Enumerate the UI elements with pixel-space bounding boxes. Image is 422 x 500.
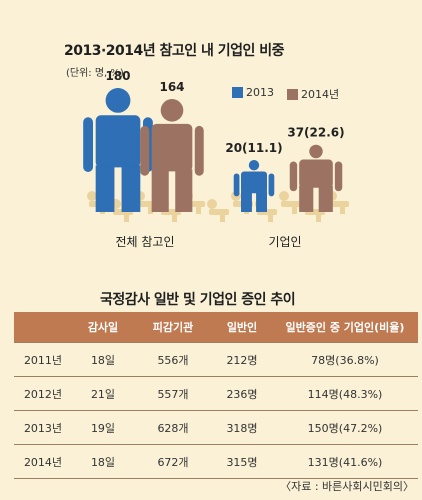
value-label: 164 (159, 80, 184, 94)
cell-general-witnesses: 318명 (212, 410, 272, 445)
legend-swatch-2013 (232, 87, 243, 98)
cell-business-witnesses: 78명(36.8%) (272, 342, 418, 377)
header-business-witnesses: 일반증인 중 기업인(비율) (272, 312, 418, 343)
header-audited-agencies: 피감기관 (134, 312, 212, 343)
legend-item-2013: 2013 (232, 86, 274, 99)
cell-year: 2012년 (14, 376, 72, 411)
category-label: 기업인 (268, 235, 301, 249)
value-label: 20(11.1) (225, 141, 282, 155)
legend-swatch-2014 (287, 88, 298, 100)
cell-year: 2013년 (14, 410, 72, 445)
person-icon (83, 88, 153, 212)
person-icon (140, 99, 204, 212)
floor-figure (207, 199, 229, 222)
cell-general-witnesses: 315명 (212, 444, 272, 479)
value-label: 37(22.6) (287, 126, 344, 140)
cell-general-witnesses: 212명 (212, 342, 272, 377)
legend-item-2014: 2014년 (287, 86, 339, 102)
cell-audit-days: 18일 (72, 342, 134, 377)
person-figures (83, 88, 343, 212)
category-labels: 전체 참고인 기업인 (115, 235, 301, 249)
floor-figure (279, 191, 301, 214)
chart-title: 2013·2014년 참고인 내 기업인 비중 (64, 43, 285, 59)
cell-year: 2014년 (14, 444, 72, 479)
cell-audited-agencies: 628개 (134, 410, 212, 445)
header-general-witnesses: 일반인 (212, 312, 272, 343)
legend-label-2014: 2014년 (301, 88, 340, 101)
cell-year: 2011년 (14, 342, 72, 377)
table-title: 국정감사 일반 및 기업인 증인 추이 (100, 292, 296, 308)
table-row: 2011년 18일 556개 212명 78명(36.8%) (14, 342, 418, 377)
table-row: 2014년 18일 672개 315명 131명(41.6%) (14, 444, 418, 479)
person-icon (289, 144, 343, 212)
table-row: 2013년 19일 628개 318명 150명(47.2%) (14, 410, 418, 445)
cell-audited-agencies: 556개 (134, 342, 212, 377)
figure-chart: 180 164 20(11.1) 37(22.6) 전체 참고인 기업인 (83, 69, 349, 249)
value-labels: 180 164 20(11.1) 37(22.6) (105, 69, 344, 155)
cell-audit-days: 19일 (72, 410, 134, 445)
cell-business-witnesses: 114명(48.3%) (272, 376, 418, 411)
table-row: 2012년 21일 557개 236명 114명(48.3%) (14, 376, 418, 411)
witness-table: 감사일 피감기관 일반인 일반증인 중 기업인(비율) 2011년 18일 55… (14, 312, 418, 479)
cell-audit-days: 18일 (72, 444, 134, 479)
value-label: 180 (105, 69, 130, 83)
cell-business-witnesses: 150명(47.2%) (272, 410, 418, 445)
cell-audit-days: 21일 (72, 376, 134, 411)
cell-audited-agencies: 672개 (134, 444, 212, 479)
header-year (14, 312, 72, 343)
person-icon (233, 160, 275, 212)
header-audit-days: 감사일 (72, 312, 134, 343)
cell-general-witnesses: 236명 (212, 376, 272, 411)
legend-label-2013: 2013 (246, 86, 274, 99)
cell-business-witnesses: 131명(41.6%) (272, 444, 418, 479)
category-label: 전체 참고인 (115, 235, 174, 249)
cell-audited-agencies: 557개 (134, 376, 212, 411)
table-header-row: 감사일 피감기관 일반인 일반증인 중 기업인(비율) (14, 312, 418, 343)
unit-label: (단위: 명, %) (66, 68, 124, 79)
source-note: 〈자료 : 바른사회시민회의〉 (280, 480, 414, 493)
